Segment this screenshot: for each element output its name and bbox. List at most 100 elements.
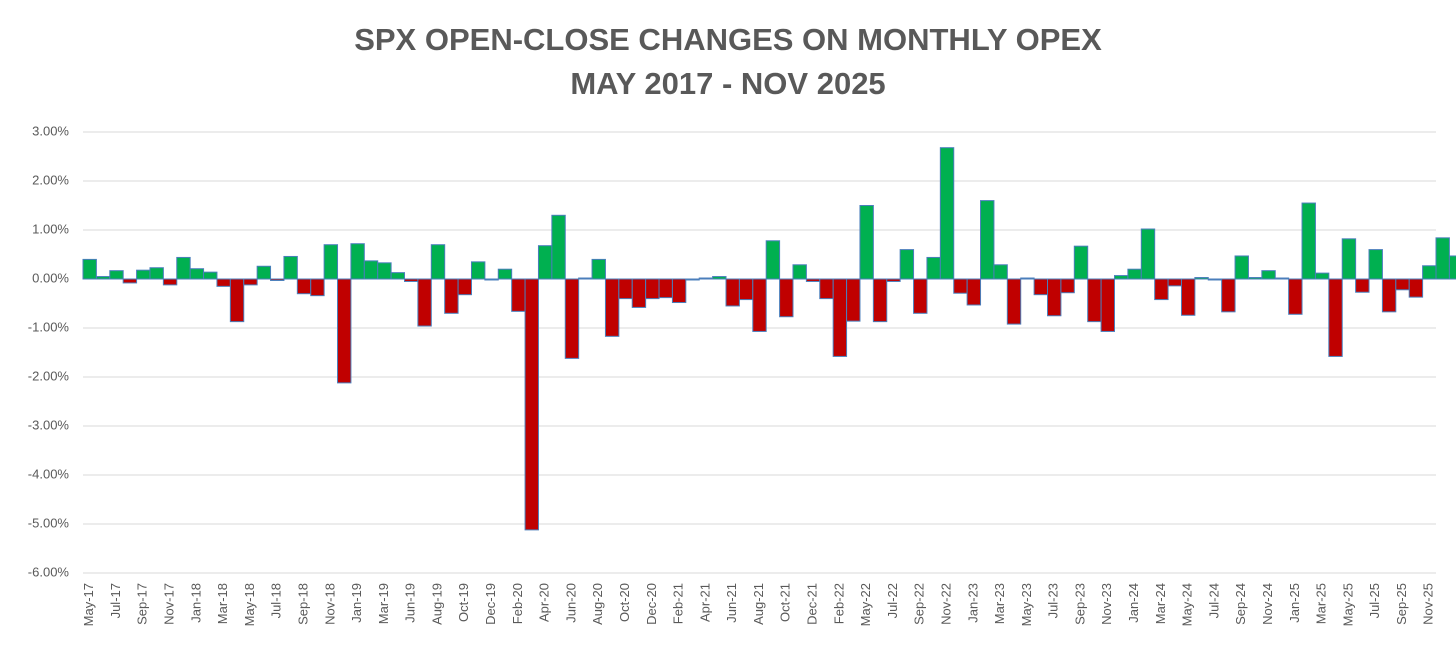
x-tick-label: Aug-20 bbox=[590, 583, 605, 625]
x-tick-label: Sep-23 bbox=[1072, 583, 1087, 625]
bar bbox=[484, 278, 499, 281]
bar bbox=[564, 278, 580, 359]
bar bbox=[1113, 275, 1129, 280]
bar bbox=[337, 278, 352, 384]
y-tick-label: -2.00% bbox=[28, 368, 70, 383]
bar bbox=[537, 245, 553, 280]
bar bbox=[913, 278, 928, 314]
bar bbox=[95, 276, 111, 280]
chart-subtitle: MAY 2017 - NOV 2025 bbox=[570, 66, 885, 101]
bar bbox=[1261, 270, 1276, 280]
bar bbox=[444, 278, 459, 314]
bar bbox=[243, 278, 258, 286]
bar bbox=[859, 205, 874, 280]
x-tick-label: Jun-20 bbox=[563, 583, 578, 623]
bar bbox=[1314, 272, 1330, 280]
bar bbox=[1020, 277, 1035, 280]
bar bbox=[1288, 278, 1303, 315]
bar bbox=[926, 256, 941, 280]
bar bbox=[1448, 255, 1456, 280]
x-tick-label: Mar-18 bbox=[215, 583, 230, 624]
bar bbox=[189, 268, 205, 280]
bar bbox=[698, 277, 714, 280]
x-tick-label: Oct-19 bbox=[456, 583, 471, 622]
bar bbox=[1180, 278, 1196, 316]
chart-title: SPX OPEN-CLOSE CHANGES ON MONTHLY OPEX bbox=[354, 22, 1102, 57]
x-tick-label: Nov-17 bbox=[162, 583, 177, 625]
bar bbox=[176, 256, 191, 280]
x-tick-label: May-23 bbox=[1019, 583, 1034, 626]
bar bbox=[819, 278, 834, 300]
bar bbox=[457, 278, 472, 296]
bar bbox=[1408, 278, 1424, 298]
bar bbox=[1274, 277, 1290, 280]
bar bbox=[229, 278, 245, 323]
bar bbox=[899, 249, 915, 280]
bar bbox=[1100, 278, 1115, 332]
y-tick-label: -6.00% bbox=[28, 564, 70, 579]
x-tick-label: May-17 bbox=[81, 583, 96, 626]
bar bbox=[1060, 278, 1075, 294]
bar bbox=[390, 272, 406, 280]
x-tick-label: Jun-19 bbox=[403, 583, 418, 623]
y-tick-label: -4.00% bbox=[28, 466, 70, 481]
bar bbox=[671, 278, 687, 304]
bar bbox=[645, 278, 660, 300]
bar bbox=[779, 278, 794, 318]
bar bbox=[1167, 278, 1182, 287]
bar bbox=[122, 278, 138, 284]
x-tick-label: Dec-19 bbox=[483, 583, 498, 625]
y-tick-label: -5.00% bbox=[28, 515, 70, 530]
bar bbox=[966, 278, 982, 306]
x-tick-label: Jul-17 bbox=[108, 583, 123, 618]
bar bbox=[136, 269, 151, 280]
x-tick-label: Nov-18 bbox=[322, 583, 337, 625]
bar bbox=[551, 214, 566, 280]
bar bbox=[109, 270, 124, 280]
x-tick-label: May-24 bbox=[1180, 583, 1195, 626]
bar bbox=[792, 264, 807, 280]
bar bbox=[658, 278, 673, 299]
bar bbox=[270, 278, 285, 281]
x-tick-label: May-25 bbox=[1340, 583, 1355, 626]
bar bbox=[1154, 278, 1169, 301]
bar bbox=[712, 276, 727, 280]
bar bbox=[524, 278, 539, 531]
bar bbox=[832, 278, 848, 357]
bar bbox=[363, 260, 379, 280]
bar bbox=[430, 244, 446, 280]
x-tick-label: Sep-22 bbox=[912, 583, 927, 625]
bar bbox=[1247, 277, 1263, 280]
x-tick-label: Oct-21 bbox=[778, 583, 793, 622]
bar bbox=[886, 278, 901, 282]
bar bbox=[1006, 278, 1022, 325]
x-tick-label: Aug-19 bbox=[429, 583, 444, 625]
bar bbox=[296, 278, 312, 295]
x-tick-label: Feb-21 bbox=[671, 583, 686, 624]
x-tick-label: Nov-23 bbox=[1099, 583, 1114, 625]
bar bbox=[685, 278, 700, 281]
x-tick-label: Mar-19 bbox=[376, 583, 391, 624]
bar bbox=[604, 278, 620, 337]
y-tick-label: 3.00% bbox=[32, 123, 69, 138]
bar bbox=[1047, 278, 1062, 317]
bar bbox=[203, 271, 218, 280]
bar bbox=[162, 278, 178, 286]
bar bbox=[1341, 238, 1357, 280]
x-tick-label: Jan-24 bbox=[1126, 583, 1141, 623]
bar bbox=[470, 261, 486, 280]
bar bbox=[765, 240, 781, 280]
bar bbox=[1221, 278, 1236, 313]
x-tick-label: Mar-25 bbox=[1314, 583, 1329, 624]
y-tick-label: 2.00% bbox=[32, 172, 69, 187]
x-tick-label: Sep-17 bbox=[135, 583, 150, 625]
x-tick-label: May-18 bbox=[242, 583, 257, 626]
bar bbox=[591, 258, 606, 280]
bar bbox=[417, 278, 432, 327]
bar bbox=[404, 278, 419, 282]
bar bbox=[618, 278, 633, 300]
bar bbox=[1301, 202, 1316, 280]
bar bbox=[497, 268, 513, 280]
x-tick-label: Mar-23 bbox=[992, 583, 1007, 624]
bar bbox=[149, 267, 164, 280]
